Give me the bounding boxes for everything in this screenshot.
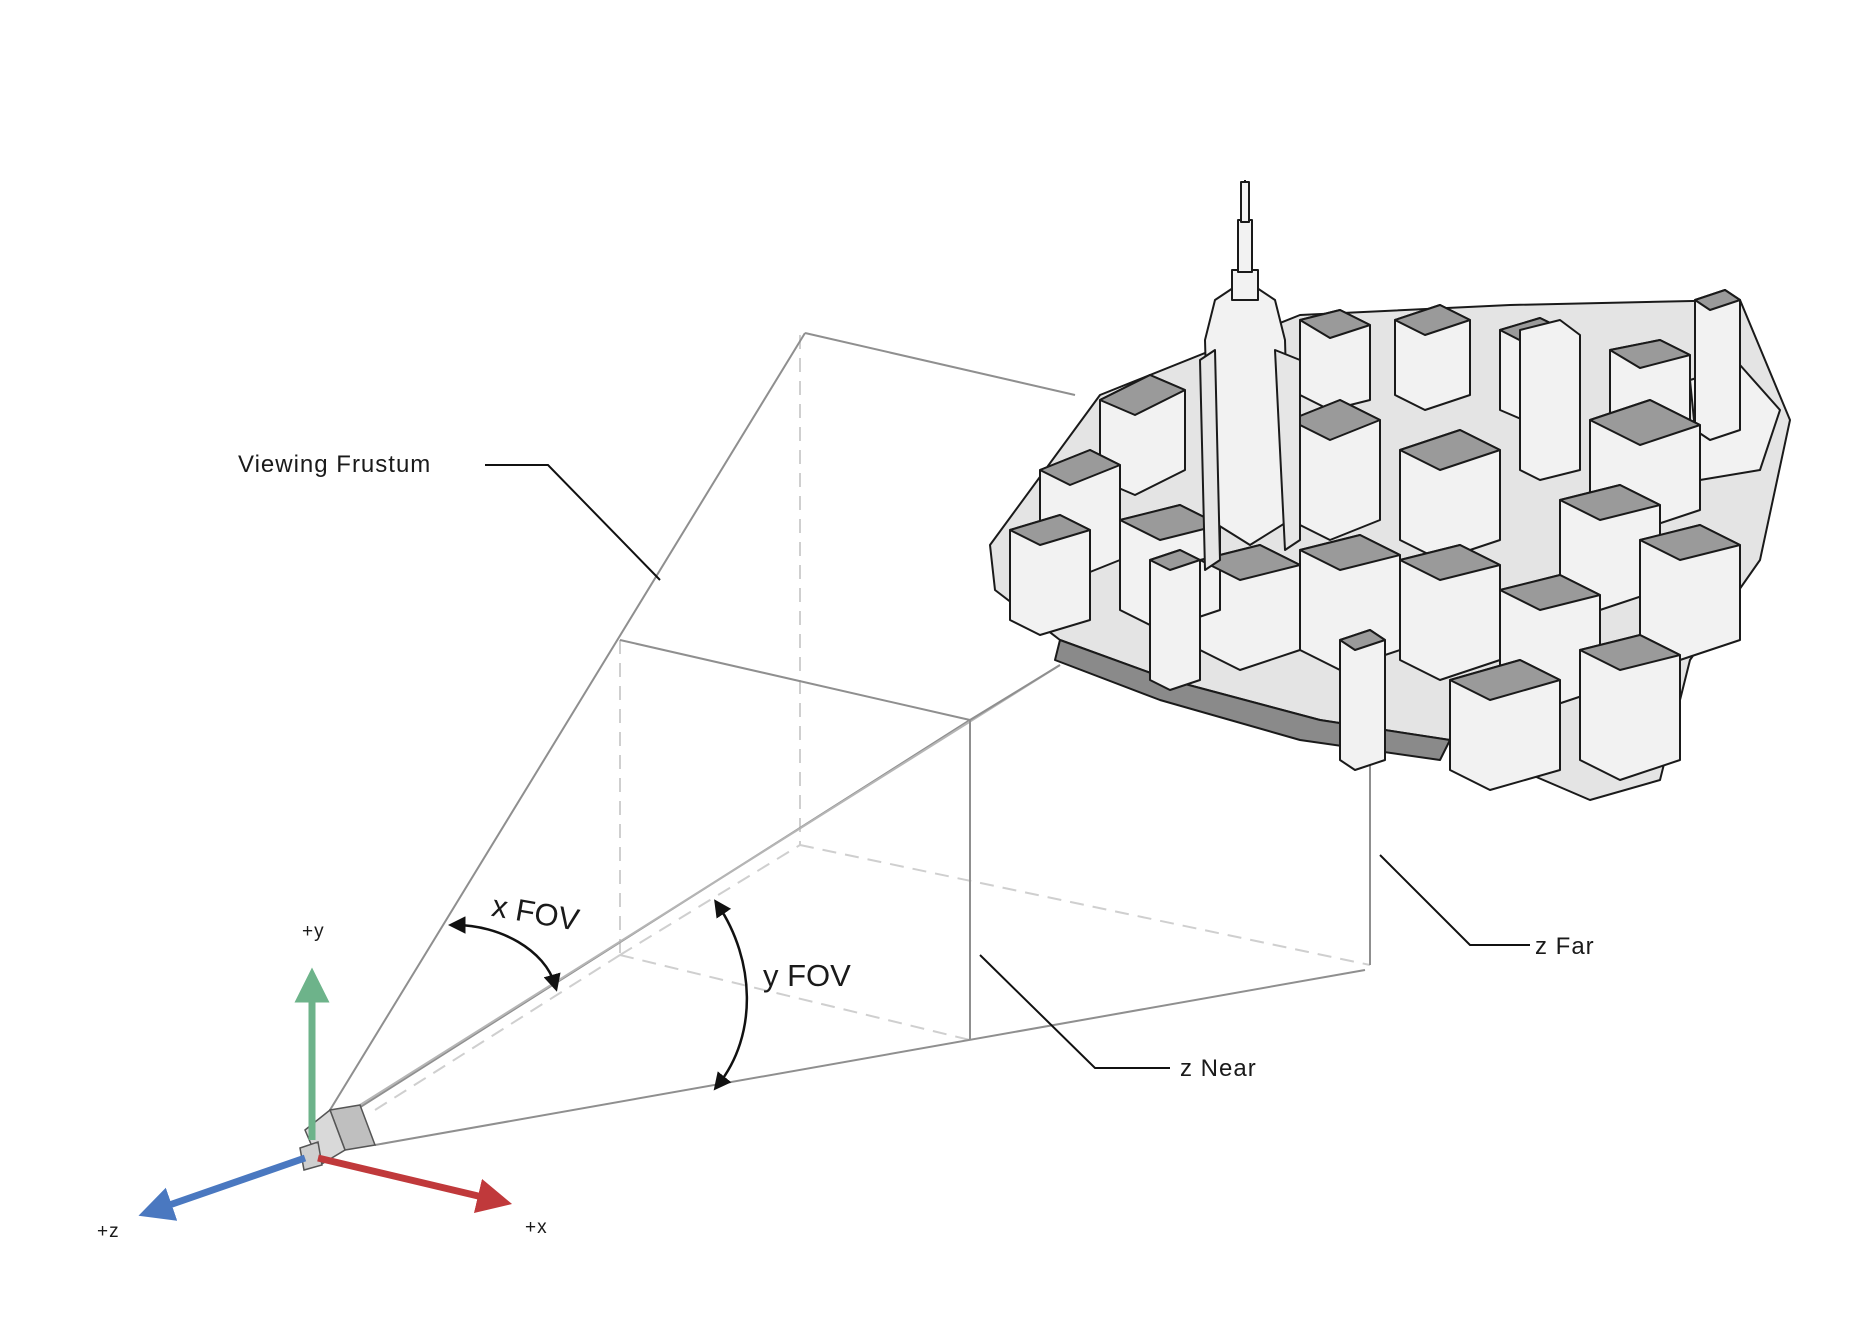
axis-x-label: +x xyxy=(525,1217,548,1238)
z-far-label: z Far xyxy=(1535,933,1595,960)
y-fov-arc xyxy=(713,899,749,1091)
city-model-icon xyxy=(989,180,1791,801)
axis-y-label: +y xyxy=(302,921,325,942)
frustum-hidden-edges xyxy=(374,335,1371,1111)
viewing-frustum-label: Viewing Frustum xyxy=(238,451,432,478)
leader-lines xyxy=(485,464,1530,1069)
y-fov-label: y FOV xyxy=(763,958,851,993)
frustum-edges xyxy=(329,332,1371,1146)
axis-z-label: +z xyxy=(97,1221,120,1242)
z-near-label: z Near xyxy=(1180,1055,1257,1082)
axis-x-arrow xyxy=(317,1154,513,1213)
x-fov-arc xyxy=(448,916,561,992)
axis-z-arrow xyxy=(138,1154,307,1221)
